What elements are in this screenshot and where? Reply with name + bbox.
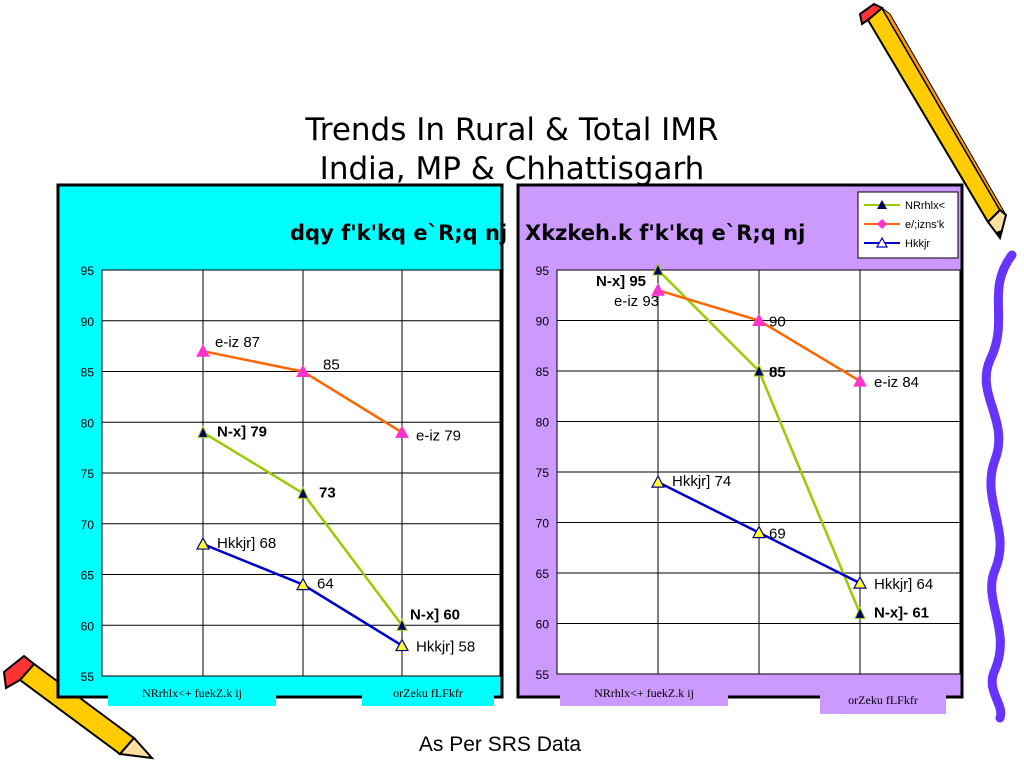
y-tick-label: 90 [536,315,550,329]
y-tick-label: 60 [81,619,95,633]
data-label: e-iz 84 [874,374,919,391]
data-label: 73 [319,484,336,501]
data-point [196,344,210,357]
ribbon-decoration [981,250,1017,723]
data-label: 90 [769,314,786,331]
data-point [651,283,665,296]
data-point [854,606,866,619]
legend-marker [877,200,887,209]
data-point [652,262,664,276]
data-label: 85 [323,357,340,374]
slide-title-line1: Trends In Rural & Total IMR [305,112,719,148]
data-point [752,313,766,326]
data-label: N-x] 79 [217,423,267,440]
data-label: Hkkjr] 68 [217,535,276,552]
y-tick-label: 80 [536,416,550,430]
legend-label: e/;izns'k [905,219,945,231]
y-tick-label: 75 [536,466,550,480]
category-label: orZeku fLFkfr [848,693,918,707]
y-tick-label: 95 [81,264,95,278]
category-label: orZeku fLFkfr [393,686,463,700]
data-point [751,525,767,539]
data-label: e-iz 93 [614,293,659,310]
data-point [197,425,209,438]
data-label: N-x] 95 [596,273,646,290]
data-label: 64 [317,576,334,593]
y-tick-label: 90 [81,315,95,329]
y-tick-label: 70 [81,518,95,532]
data-label: N-x]- 61 [874,604,929,621]
chart-title: dqy f'k'kq e`R;q nj [290,221,507,245]
category-label-box [108,680,276,706]
category-label-box [362,680,494,706]
data-label: e-iz 79 [416,427,461,444]
category-label-box [560,680,728,706]
data-point [295,577,311,591]
y-tick-label: 60 [536,618,550,632]
chart-panel-1: 95 90 85 80 75 70 65 60 55 dqy f'k'kq e`R;q nj e-i… [56,183,507,706]
data-point [853,374,867,387]
data-label: 85 [769,364,786,381]
data-point [395,425,409,438]
y-tick-label: 65 [81,569,95,583]
y-tick-label: 55 [536,668,550,682]
y-tick-label: 65 [536,567,550,581]
y-tick-label: 70 [536,517,550,531]
data-point [297,486,309,499]
data-label: e-iz 87 [215,334,260,351]
data-point [753,363,765,377]
data-label: Hkkjr] 74 [672,473,731,490]
data-label: 69 [769,526,786,543]
legend-label: NRrhlx< [905,200,945,212]
y-tick-label: 85 [81,366,95,380]
chart-panel-2: 95 90 85 80 75 70 65 60 55 Xkzkeh.k f'k'kq e`R;q … [516,183,964,714]
pencil-decoration-top-right [858,2,1008,241]
legend-marker [875,236,889,248]
data-point [852,575,868,589]
y-tick-label: 75 [81,467,95,481]
data-point [296,364,310,377]
legend-label: Hkkjr [905,238,930,250]
data-point [396,618,408,631]
data-point [650,474,666,488]
y-tick-label: 95 [536,264,550,278]
category-label: NRrhlx<+ fuekZ.k ij [594,686,694,700]
data-label: N-x] 60 [410,606,460,623]
legend-marker [877,219,887,229]
category-label-box [820,686,946,714]
data-point [394,638,410,652]
y-tick-label: 55 [81,670,95,684]
data-label: Hkkjr] 64 [874,576,933,593]
legend: NRrhlx< e/;izns'k Hkkjr [857,191,959,259]
slide-title-line2: India, MP & Chhattisgarh [319,151,705,187]
data-label: Hkkjr] 58 [416,639,475,656]
y-tick-label: 80 [81,416,95,430]
data-point [195,536,211,550]
footer-note: As Per SRS Data [418,733,582,756]
pencil-decoration-bottom-left [2,654,155,760]
category-label: NRrhlx<+ fuekZ.k ij [142,686,242,700]
chart-title: Xkzkeh.k f'k'kq e`R;q nj [525,221,805,245]
y-tick-label: 85 [536,365,550,379]
